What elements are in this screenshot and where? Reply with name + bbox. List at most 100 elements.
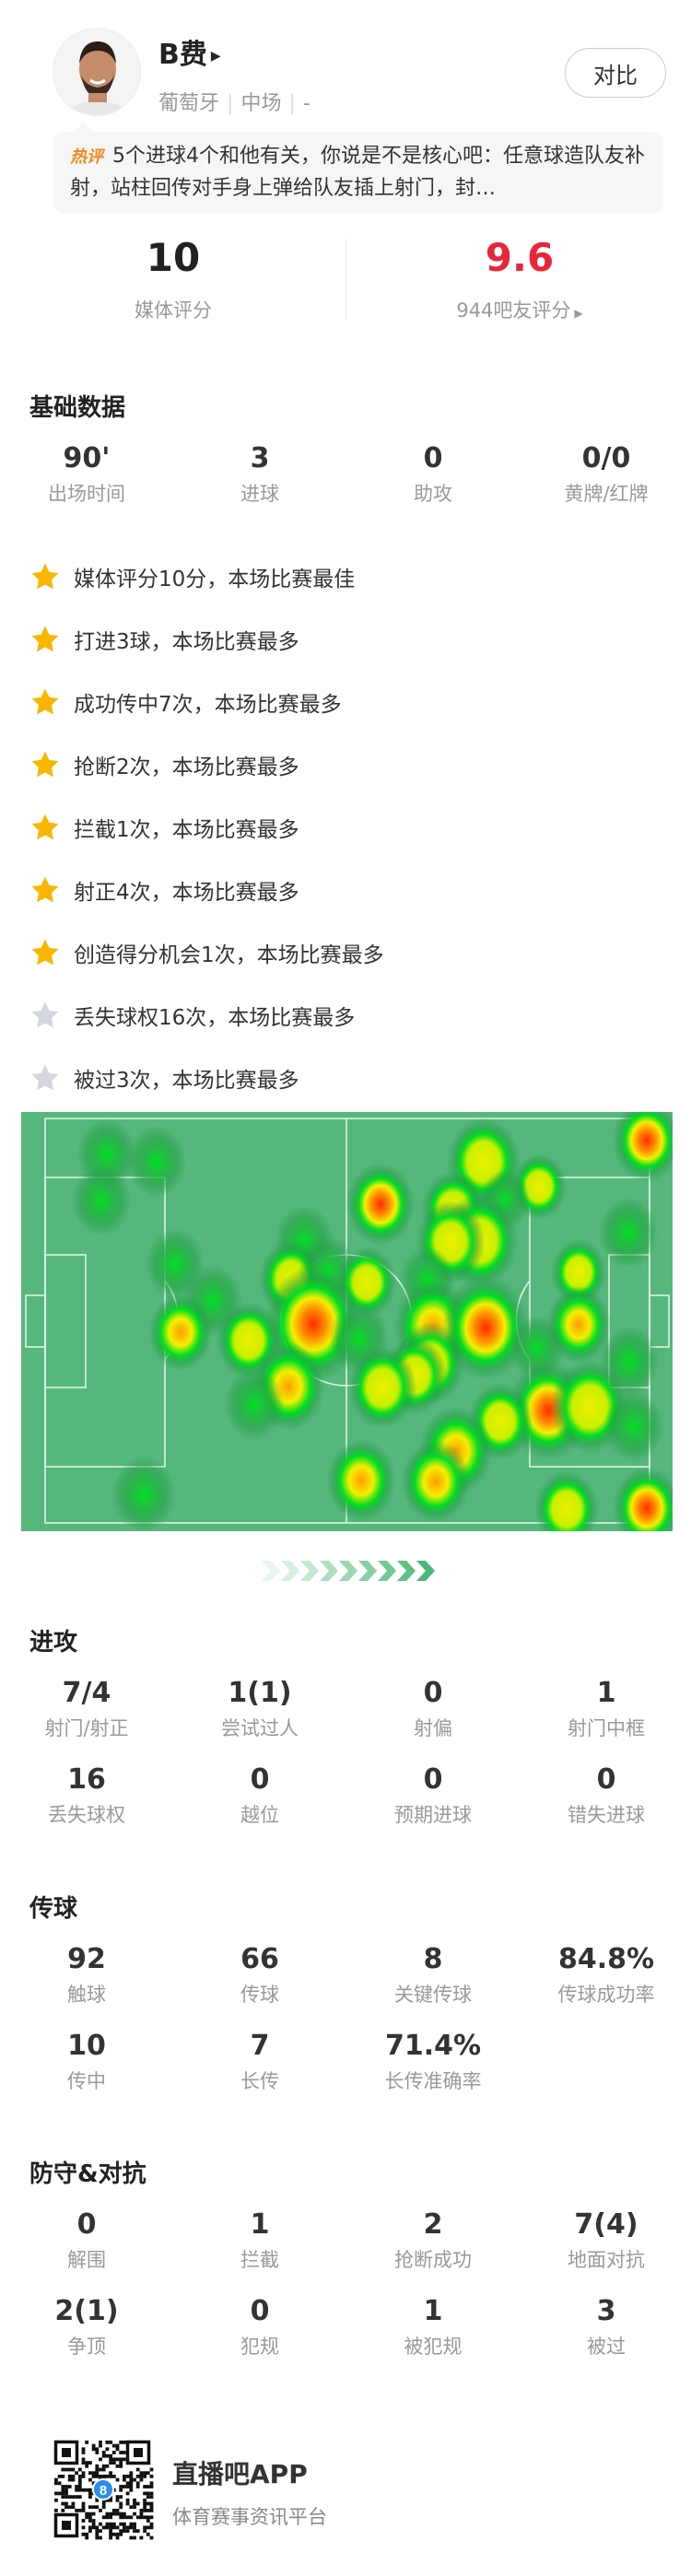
star-icon [31, 688, 59, 715]
star-icon [31, 1001, 59, 1028]
stat-label: 争顶 [67, 2336, 106, 2358]
stat-attack-2: 0 射偏 [346, 1677, 520, 1741]
stat-value: 1 [596, 1677, 616, 1709]
player-name[interactable]: B费 ▶ [158, 39, 221, 71]
stat-label: 犯规 [240, 2336, 279, 2358]
heat-spot [148, 1294, 213, 1371]
heat-spot [534, 1470, 599, 1531]
stat-label: 长传准确率 [384, 2070, 482, 2092]
highlight-text: 打进3球，本场比赛最多 [74, 630, 299, 654]
highlight-item: 打进3球，本场比赛最多 [29, 621, 299, 658]
compare-button[interactable]: 对比 [565, 48, 666, 98]
highlight-item: 被过3次，本场比赛最多 [29, 1060, 299, 1096]
star-icon [31, 1064, 59, 1091]
stat-label: 丢失球权 [48, 1804, 125, 1826]
stat-passing-1: 66 传球 [173, 1943, 346, 2008]
stat-value: 0 [76, 2208, 97, 2241]
section-title-attack: 进攻 [29, 1629, 78, 1657]
player-avatar[interactable] [53, 28, 141, 116]
stat-passing-3: 84.8% 传球成功率 [520, 1943, 691, 2008]
stat-value: 90' [63, 442, 111, 474]
stat-defense-1: 1 拦截 [173, 2208, 346, 2273]
stat-value: 0 [423, 1763, 443, 1796]
stat-passing-2: 8 关键传球 [346, 1943, 520, 2008]
svg-text:8: 8 [100, 2483, 107, 2499]
stat-value: 0 [423, 442, 443, 474]
stat-label: 触球 [67, 1984, 106, 2006]
chevron-right-icon [320, 1561, 338, 1581]
heat-spot [598, 1197, 659, 1269]
stat-label: 地面对抗 [568, 2249, 645, 2271]
chevron-right-icon [397, 1561, 416, 1581]
chevron-right-icon [416, 1561, 435, 1581]
heat-spot [551, 1239, 606, 1306]
stat-passing-4: 10 传中 [0, 2030, 173, 2094]
stat-basic-1: 3 进球 [173, 442, 346, 507]
stat-value: 66 [240, 1943, 279, 1975]
stat-value: 7 [250, 2030, 270, 2062]
stat-basic-3: 0/0 黄牌/红牌 [520, 442, 691, 507]
heat-spot [71, 1165, 132, 1236]
stat-value: 8 [423, 1943, 443, 1975]
stat-value: 84.8% [557, 1943, 655, 1975]
stat-label: 尝试过人 [221, 1717, 299, 1739]
stat-value: 2(1) [54, 2295, 119, 2327]
stat-label: 射门中框 [568, 1717, 645, 1739]
app-name: 直播吧APP [172, 2459, 308, 2489]
heat-spot [126, 1126, 187, 1198]
stat-defense-5: 0 犯规 [173, 2295, 346, 2359]
stat-label: 出场时间 [48, 483, 125, 505]
arrow-right-icon: ▶ [574, 307, 583, 320]
stat-basic-2: 0 助攻 [346, 442, 520, 507]
stat-label: 被犯规 [404, 2336, 463, 2358]
star-icon [31, 751, 59, 778]
stat-label: 越位 [240, 1804, 279, 1826]
heat-spot [111, 1456, 176, 1531]
fan-rating[interactable]: 9.6 944吧友评分 ▶ [456, 235, 583, 322]
stat-label: 拦截 [240, 2249, 279, 2271]
stat-basic-0: 90' 出场时间 [0, 442, 173, 507]
chevron-right-icon [378, 1561, 396, 1581]
stat-value: 10 [67, 2030, 106, 2062]
highlight-text: 创造得分机会1次，本场比赛最多 [74, 943, 384, 967]
stat-value: 1 [423, 2295, 443, 2327]
section-title-passing: 传球 [29, 1895, 78, 1923]
stat-attack-0: 7/4 射门/射正 [0, 1677, 173, 1741]
stat-label: 黄牌/红牌 [564, 483, 649, 505]
stat-defense-0: 0 解围 [0, 2208, 173, 2273]
highlight-item: 媒体评分10分，本场比赛最佳 [29, 558, 355, 595]
hot-comment[interactable]: 热评 5个进球4个和他有关，你说是不是核心吧：任意球造队友补射，站柱回传对手身上弹… [53, 123, 663, 213]
player-meta: 葡萄牙 | 中场 | - [158, 92, 310, 115]
stat-label: 传球成功率 [557, 1984, 655, 2006]
chevron-right-icon [358, 1561, 377, 1581]
hot-comment-tag: 热评 [70, 147, 103, 167]
chevron-right-icon [339, 1561, 357, 1581]
heat-spot [401, 1440, 471, 1523]
app-tagline: 体育赛事资讯平台 [172, 2506, 327, 2528]
stat-value: 1(1) [228, 1677, 292, 1709]
stat-passing-5: 7 长传 [173, 2030, 346, 2094]
highlight-item: 射正4次，本场比赛最多 [29, 872, 299, 908]
stat-label: 传中 [67, 2070, 106, 2092]
star-icon [31, 563, 59, 590]
stat-value: 2 [423, 2208, 443, 2241]
stat-label: 射偏 [414, 1717, 452, 1739]
heat-spot [603, 1390, 664, 1462]
chevron-right-icon [300, 1561, 319, 1581]
star-icon [31, 626, 59, 652]
stat-value: 7/4 [62, 1677, 111, 1709]
passing-stats: 92 触球 66 传球 8 关键传球 84.8% 传球成功率 10 传中 7 长传 71.4% 长传准确率 [0, 1943, 691, 2094]
stat-value: 16 [67, 1763, 106, 1796]
heat-spot [347, 1346, 417, 1429]
stat-label: 关键传球 [394, 1984, 472, 2006]
stat-attack-1: 1(1) 尝试过人 [173, 1677, 346, 1741]
expand-chevrons[interactable] [258, 1559, 438, 1583]
stat-label: 射门/射正 [44, 1717, 129, 1739]
stat-attack-6: 0 预期进球 [346, 1763, 520, 1828]
highlight-item: 丢失球权16次，本场比赛最多 [29, 997, 355, 1034]
stat-value: 0 [596, 1763, 616, 1796]
highlight-item: 拦截1次，本场比赛最多 [29, 809, 299, 846]
stat-value: 3 [250, 442, 270, 474]
heat-spot [612, 1112, 673, 1182]
stat-label: 错失进球 [568, 1804, 645, 1826]
